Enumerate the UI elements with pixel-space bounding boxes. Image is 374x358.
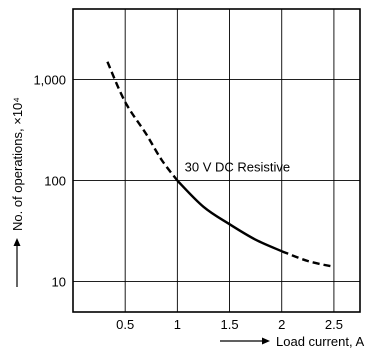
x-axis-arrow-head — [262, 337, 270, 345]
x-tick-label: 1 — [174, 317, 181, 332]
x-axis-title: Load current, A — [220, 334, 364, 349]
y-tick-label: 10 — [52, 275, 66, 290]
curve-solid-segment — [176, 179, 283, 253]
grid-lines — [73, 9, 360, 312]
x-tick-label: 2 — [278, 317, 285, 332]
y-axis-title: No. of operations, ×10⁴ — [10, 97, 25, 287]
y-tick-label: 100 — [44, 174, 66, 189]
x-tick-label: 1.5 — [221, 317, 239, 332]
plot-area-frame — [72, 8, 361, 313]
tick-labels: 0.5 1 1.5 2 2.5 10 100 1,000 — [33, 73, 342, 332]
curve-annotation: 30 V DC Resistive — [185, 160, 290, 175]
curve-dashed-segment — [281, 250, 335, 268]
y-axis-arrow-head — [13, 238, 21, 246]
curve — [106, 61, 335, 268]
x-tick-label: 0.5 — [116, 317, 134, 332]
curve-dashed-segment — [106, 61, 179, 182]
y-tick-label: 1,000 — [33, 73, 66, 88]
y-axis-label: No. of operations, ×10⁴ — [10, 97, 25, 231]
x-axis-label: Load current, A — [276, 334, 364, 349]
x-tick-label: 2.5 — [325, 317, 343, 332]
